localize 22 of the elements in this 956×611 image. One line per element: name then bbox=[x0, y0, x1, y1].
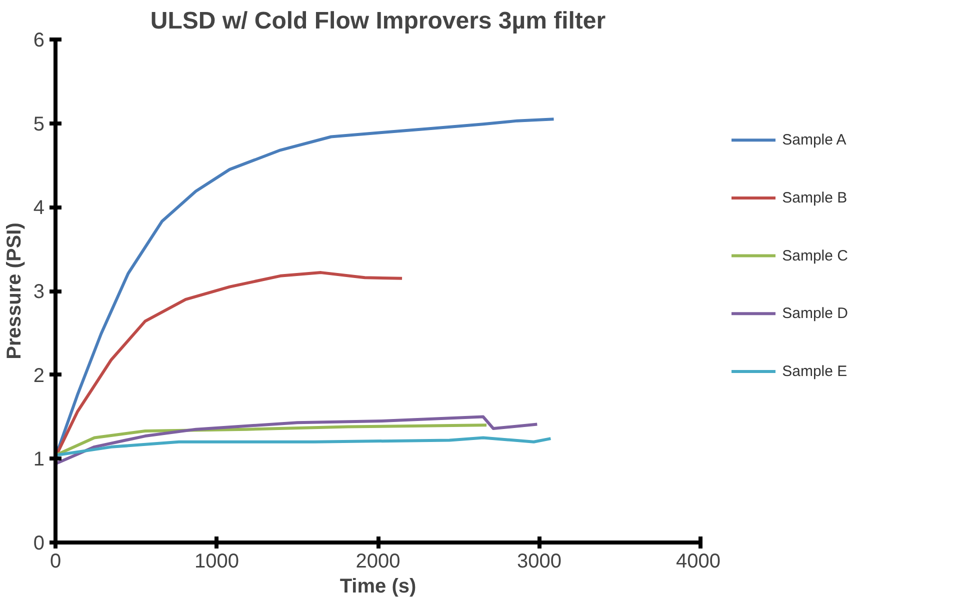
legend-label: Sample E bbox=[782, 362, 848, 380]
legend-label: Sample B bbox=[782, 189, 848, 206]
x-tick-label: 1000 bbox=[194, 550, 240, 572]
y-tick-label: 3 bbox=[33, 281, 44, 303]
x-tick-label: 2000 bbox=[356, 550, 400, 572]
y-tick-label: 1 bbox=[33, 448, 44, 471]
chart-title: ULSD w/ Cold Flow Improvers 3µm filter bbox=[150, 8, 606, 34]
line-series bbox=[56, 415, 539, 466]
x-tick-label: 3000 bbox=[517, 550, 562, 572]
legend-label: Sample C bbox=[782, 247, 848, 264]
y-axis-title: Pressure (PSI) bbox=[3, 222, 26, 360]
legend-label: Sample A bbox=[782, 132, 846, 149]
y-tick-label: 4 bbox=[33, 197, 44, 220]
y-tick-label: 0 bbox=[33, 532, 44, 554]
legend-label: Sample D bbox=[782, 305, 848, 322]
line-series bbox=[56, 436, 552, 457]
y-tick-label: 6 bbox=[33, 30, 44, 52]
x-axis-title: Time (s) bbox=[340, 576, 416, 598]
y-tick-label: 5 bbox=[33, 113, 44, 136]
x-tick-label: 0 bbox=[50, 550, 62, 572]
x-tick-label: 4000 bbox=[676, 550, 721, 572]
y-tick-label: 2 bbox=[33, 364, 44, 387]
